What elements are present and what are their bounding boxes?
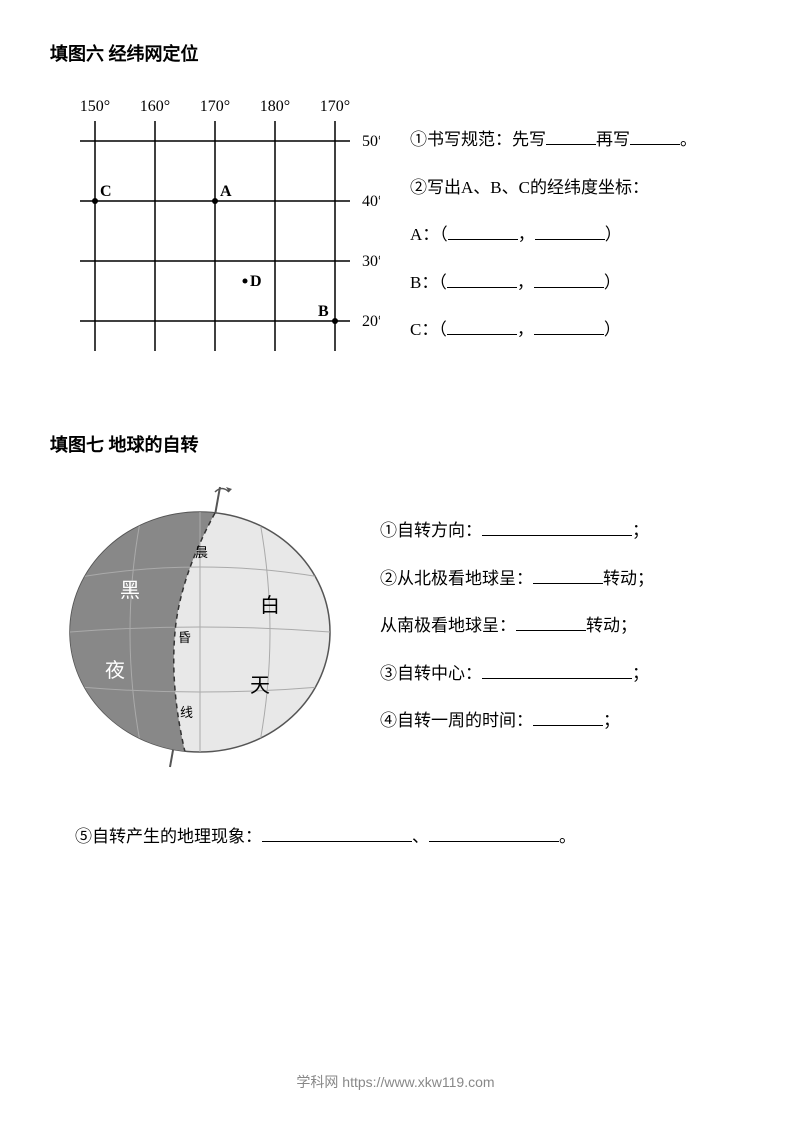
section7-content: 黑 夜 白 天 晨 昏 线 ①自转方向： ； ②从北极看地球呈： 转动； 从南极看地… — [50, 477, 741, 782]
q7-2a-suffix: 转动； — [603, 569, 654, 588]
paren: ） — [604, 273, 621, 292]
comma: ， — [517, 273, 534, 292]
q6-1-mid: 再写 — [596, 130, 630, 149]
paren: ） — [605, 225, 622, 244]
q6-b-label: B：（ — [410, 273, 447, 292]
lon-label-0: 150° — [80, 98, 110, 115]
blank — [533, 709, 603, 726]
q7-2a-text: ②从北极看地球呈： — [380, 569, 533, 588]
blank — [482, 662, 632, 679]
q7-5-text: ⑤自转产生的地理现象： — [75, 827, 262, 846]
lon-label-2: 170° — [200, 98, 230, 115]
page-footer: 学科网 https://www.xkw119.com — [0, 1072, 791, 1092]
q7-5: ⑤自转产生的地理现象： 、 。 — [50, 822, 741, 847]
point-a-label: A — [220, 183, 232, 200]
q7-1-text: ①自转方向： — [380, 521, 482, 540]
blank — [448, 223, 518, 240]
lat-label-2: 30° — [362, 253, 380, 270]
blank — [534, 318, 604, 335]
comma: ， — [517, 320, 534, 339]
lat-label-3: 20° — [362, 313, 380, 330]
section6-questions: ①书写规范：先写再写。 ②写出A、B、C的经纬度坐标： A：（，） B：（，） … — [410, 86, 697, 371]
blank — [630, 128, 680, 145]
blank — [262, 825, 412, 842]
q6-1-prefix: ①书写规范：先写 — [410, 130, 546, 149]
lon-label-1: 160° — [140, 98, 170, 115]
globe-dark1: 黑 — [120, 580, 140, 602]
q7-5-suffix: 。 — [559, 827, 576, 846]
q7-4-suffix: ； — [603, 711, 620, 730]
q7-2b-text: 从南极看地球呈： — [380, 616, 516, 635]
blank — [546, 128, 596, 145]
lon-label-3: 180° — [260, 98, 290, 115]
section6-title: 填图六 经纬网定位 — [50, 40, 741, 66]
section7-questions: ①自转方向： ； ②从北极看地球呈： 转动； 从南极看地球呈： 转动； ③自转中心： ；… — [380, 477, 654, 782]
globe-svg: 黑 夜 白 天 晨 昏 线 — [50, 477, 350, 777]
blank — [516, 614, 586, 631]
q7-1-suffix: ； — [632, 521, 649, 540]
blank — [535, 223, 605, 240]
grid-svg: 150° 160° 170° 180° 170° 50° 40° 30° 20° — [50, 86, 380, 366]
blank — [429, 825, 559, 842]
section7-title: 填图七 地球的自转 — [50, 431, 741, 457]
q6-b: B：（ ， ） — [410, 259, 697, 307]
q6-a: A：（ ， ） — [410, 211, 697, 259]
globe-dark2: 夜 — [105, 659, 125, 682]
blank — [447, 318, 517, 335]
blank — [534, 271, 604, 288]
q7-3-suffix: ； — [632, 664, 649, 683]
comma: ， — [518, 225, 535, 244]
q6-1-suffix: 。 — [680, 130, 697, 149]
q7-3-text: ③自转中心： — [380, 664, 482, 683]
q6-c-label: C：（ — [410, 320, 447, 339]
section6-content: 150° 160° 170° 180° 170° 50° 40° 30° 20° — [50, 86, 741, 371]
q7-2a: ②从北极看地球呈： 转动； — [380, 555, 654, 603]
q7-4-text: ④自转一周的时间： — [380, 711, 533, 730]
blank — [482, 519, 632, 536]
earth-rotation-globe: 黑 夜 白 天 晨 昏 线 — [50, 477, 350, 782]
blank — [533, 567, 603, 584]
q7-2b-suffix: 转动； — [586, 616, 637, 635]
q6-c: C：（ ， ） — [410, 306, 697, 354]
lat-label-1: 40° — [362, 193, 380, 210]
globe-light1: 白 — [260, 594, 280, 617]
lat-lon-grid: 150° 160° 170° 180° 170° 50° 40° 30° 20° — [50, 86, 380, 371]
globe-term2: 昏 — [178, 630, 191, 645]
lat-label-0: 50° — [362, 133, 380, 150]
q6-2: ②写出A、B、C的经纬度坐标： — [410, 164, 697, 212]
lon-label-4: 170° — [320, 98, 350, 115]
q7-4: ④自转一周的时间： ； — [380, 697, 654, 745]
q6-a-label: A：（ — [410, 225, 448, 244]
paren: ） — [604, 320, 621, 339]
point-b-label: B — [318, 303, 329, 320]
q7-3: ③自转中心： ； — [380, 650, 654, 698]
point-d-label: D — [250, 273, 262, 290]
q7-5-sep: 、 — [412, 827, 429, 846]
q7-2b: 从南极看地球呈： 转动； — [380, 602, 654, 650]
blank — [447, 271, 517, 288]
point-c-label: C — [100, 183, 112, 200]
q7-1: ①自转方向： ； — [380, 507, 654, 555]
globe-term1: 晨 — [195, 545, 208, 560]
globe-term3: 线 — [180, 705, 193, 720]
globe-light2: 天 — [250, 675, 270, 697]
q6-1: ①书写规范：先写 再写 。 — [410, 116, 697, 164]
